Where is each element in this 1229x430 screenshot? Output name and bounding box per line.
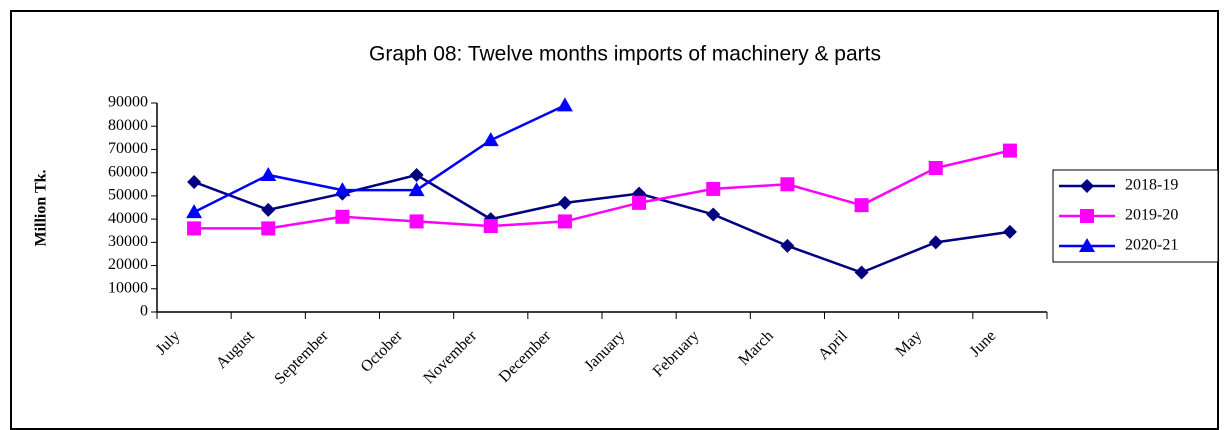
marker bbox=[408, 182, 425, 197]
marker bbox=[780, 238, 795, 253]
marker bbox=[854, 198, 869, 213]
series-line bbox=[193, 173, 1011, 274]
marker bbox=[1002, 224, 1017, 239]
chart-border bbox=[10, 10, 1219, 430]
marker bbox=[261, 221, 276, 236]
marker bbox=[335, 209, 350, 224]
legend-label: 2020-21 bbox=[1125, 237, 1178, 254]
y-tick-label: 30000 bbox=[108, 233, 148, 250]
chart-title: Graph 08: Twelve months imports of machi… bbox=[369, 43, 881, 66]
marker bbox=[482, 132, 499, 147]
marker bbox=[483, 219, 498, 234]
marker bbox=[780, 177, 795, 192]
marker bbox=[186, 204, 203, 219]
legend-label: 2019-20 bbox=[1125, 207, 1178, 224]
marker bbox=[1002, 143, 1017, 158]
y-tick-label: 50000 bbox=[108, 187, 148, 204]
marker bbox=[1079, 238, 1095, 252]
marker bbox=[854, 265, 869, 280]
marker bbox=[260, 166, 277, 181]
y-axis-label: Million Tk. bbox=[33, 169, 50, 246]
series-line bbox=[194, 149, 1011, 230]
marker bbox=[187, 221, 202, 236]
y-tick-label: 70000 bbox=[108, 140, 148, 157]
marker bbox=[557, 195, 572, 210]
marker bbox=[632, 195, 647, 210]
marker bbox=[334, 182, 351, 197]
y-tick-label: 90000 bbox=[108, 94, 148, 111]
marker bbox=[928, 161, 943, 176]
y-tick-label: 60000 bbox=[108, 163, 148, 180]
y-tick-label: 10000 bbox=[108, 279, 148, 296]
marker bbox=[557, 214, 572, 229]
marker bbox=[556, 97, 573, 112]
marker bbox=[706, 181, 721, 196]
marker bbox=[187, 174, 202, 189]
marker bbox=[409, 167, 424, 182]
marker bbox=[1080, 179, 1094, 193]
marker bbox=[928, 235, 943, 250]
series-line bbox=[193, 104, 566, 214]
marker bbox=[1080, 209, 1094, 223]
y-tick-label: 20000 bbox=[108, 256, 148, 273]
marker bbox=[706, 207, 721, 222]
y-tick-label: 40000 bbox=[108, 210, 148, 227]
y-tick-label: 0 bbox=[140, 303, 148, 320]
y-tick-label: 80000 bbox=[108, 117, 148, 134]
legend-label: 2018-19 bbox=[1125, 177, 1178, 194]
marker bbox=[261, 202, 276, 217]
marker bbox=[409, 214, 424, 229]
